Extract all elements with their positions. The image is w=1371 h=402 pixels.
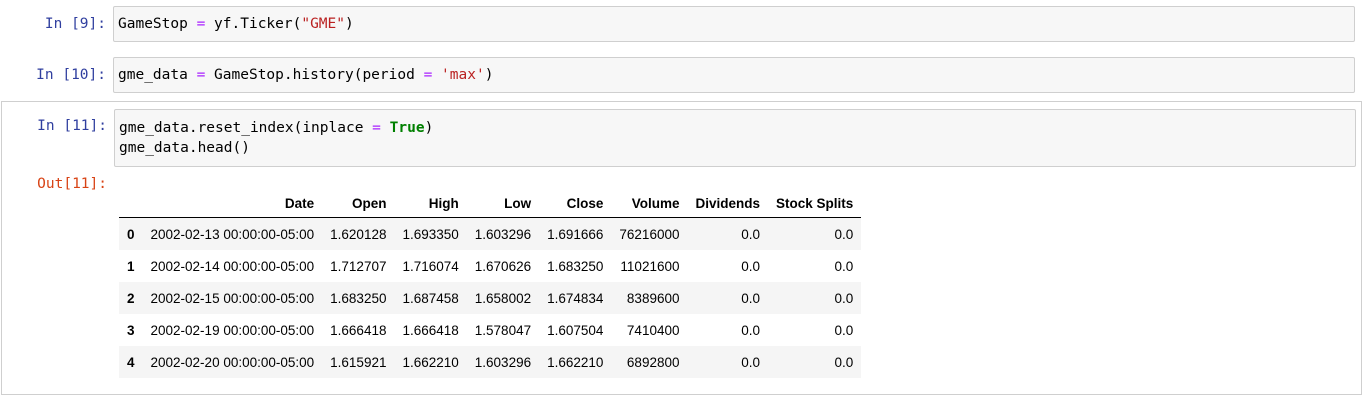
code-line: gme_data.reset_index(inplace = True) <box>119 114 1351 138</box>
code-operator: = <box>196 16 206 32</box>
table-row: 0 2002-02-13 00:00:00-05:00 1.620128 1.6933… <box>119 217 862 250</box>
dataframe-output: Date Open High Low Close Volume Dividend… <box>119 189 862 378</box>
table-row: 1 2002-02-14 00:00:00-05:00 1.712707 1.7160… <box>119 250 862 282</box>
table-cell: 1.662210 <box>547 354 604 370</box>
code-text: GameStop <box>118 16 197 32</box>
table-cell: 1.712707 <box>330 258 387 274</box>
table-cell: 1.691666 <box>547 226 604 242</box>
table-cell: 2002-02-19 00:00:00-05:00 <box>150 322 315 338</box>
row-index: 3 <box>127 322 135 338</box>
table-cell: 0.0 <box>834 258 854 274</box>
table-cell: 1.674834 <box>547 290 604 306</box>
table-cell: 7410400 <box>626 322 680 338</box>
table-cell: 1.607504 <box>547 322 604 338</box>
code-text <box>381 120 390 136</box>
table-cell: 1.620128 <box>330 226 387 242</box>
code-line: GameStop = yf.Ticker("GME") <box>118 11 1350 34</box>
table-row: 2 2002-02-15 00:00:00-05:00 1.683250 1.6874… <box>119 282 862 314</box>
table-cell: 0.0 <box>834 354 854 370</box>
column-header: Date <box>142 189 323 218</box>
table-cell: 11021600 <box>620 258 680 274</box>
table-cell: 1.662210 <box>402 354 459 370</box>
notebook-cell-9[interactable]: In [9]: GameStop = yf.Ticker("GME") <box>0 6 1371 44</box>
table-cell: 1.716074 <box>402 258 459 274</box>
column-header: Volume <box>611 189 688 218</box>
table-cell: 0.0 <box>741 290 760 306</box>
row-index: 0 <box>127 226 135 242</box>
table-cell: 1.603296 <box>474 354 532 370</box>
code-operator: = <box>423 67 433 83</box>
table-cell: 8389600 <box>626 290 680 306</box>
code-line: gme_data = GameStop.history(period = 'ma… <box>118 62 1350 85</box>
notebook-cell-11[interactable]: In [11]: gme_data.reset_index(inplace = … <box>1 101 1362 395</box>
column-header: Dividends <box>687 189 768 218</box>
table-cell: 1.693350 <box>402 226 459 242</box>
code-operator: = <box>372 120 381 136</box>
code-text: GameStop.history(period <box>205 67 424 83</box>
row-index: 1 <box>127 258 135 274</box>
table-row: 3 2002-02-19 00:00:00-05:00 1.666418 1.6664… <box>119 314 862 346</box>
table-cell: 1.615921 <box>330 354 387 370</box>
column-header: High <box>394 189 467 218</box>
table-cell: 6892800 <box>626 354 680 370</box>
code-text: yf.Ticker( <box>205 16 302 32</box>
table-cell: 1.666418 <box>402 322 459 338</box>
input-prompt: In [9]: <box>44 16 106 32</box>
column-header: Open <box>322 189 395 218</box>
table-cell: 1.683250 <box>330 290 387 306</box>
table-cell: 2002-02-14 00:00:00-05:00 <box>150 258 315 274</box>
code-text: gme_data.head() <box>119 140 250 156</box>
code-keyword: True <box>389 120 425 136</box>
code-input[interactable]: gme_data = GameStop.history(period = 'ma… <box>113 57 1355 93</box>
table-cell: 2002-02-15 00:00:00-05:00 <box>150 290 315 306</box>
column-header: Close <box>539 189 612 218</box>
table-cell: 1.578047 <box>474 322 532 338</box>
table-cell: 2002-02-13 00:00:00-05:00 <box>150 226 315 242</box>
table-cell: 1.687458 <box>402 290 459 306</box>
table-cell: 2002-02-20 00:00:00-05:00 <box>150 354 315 370</box>
table-cell: 0.0 <box>834 322 854 338</box>
row-index: 2 <box>127 290 135 306</box>
code-string: "GME" <box>301 16 345 32</box>
code-text: ) <box>345 16 354 32</box>
table-header-row: Date Open High Low Close Volume Dividend… <box>119 189 862 218</box>
input-prompt: In [11]: <box>37 118 107 134</box>
table-cell: 0.0 <box>834 290 854 306</box>
code-text: gme_data <box>118 67 197 83</box>
input-prompt: In [10]: <box>36 67 106 83</box>
table-cell: 0.0 <box>741 322 760 338</box>
table-row: 4 2002-02-20 00:00:00-05:00 1.615921 1.6622… <box>119 346 862 378</box>
code-text: ) <box>484 67 494 83</box>
row-index: 4 <box>127 354 135 370</box>
column-header: Low <box>466 189 540 218</box>
output-prompt: Out[11]: <box>37 176 107 192</box>
table-cell: 1.666418 <box>330 322 387 338</box>
code-text <box>432 67 441 83</box>
code-input[interactable]: gme_data.reset_index(inplace = True) gme… <box>114 109 1356 167</box>
code-line: gme_data.head() <box>119 138 1351 158</box>
code-text: gme_data.reset_index(inplace <box>119 120 373 136</box>
code-text: ) <box>424 120 434 136</box>
table-cell: 0.0 <box>741 258 760 274</box>
table-cell: 0.0 <box>741 354 760 370</box>
code-string: 'max' <box>441 67 485 83</box>
notebook-cell-10[interactable]: In [10]: gme_data = GameStop.history(per… <box>0 57 1371 95</box>
table-cell: 1.670626 <box>474 258 532 274</box>
table-cell: 1.603296 <box>474 226 532 242</box>
index-header <box>119 189 143 218</box>
code-operator: = <box>196 67 206 83</box>
table-cell: 0.0 <box>741 226 760 242</box>
code-input[interactable]: GameStop = yf.Ticker("GME") <box>113 6 1355 42</box>
table-cell: 76216000 <box>619 226 680 242</box>
column-header: Stock Splits <box>768 189 862 218</box>
table-cell: 0.0 <box>834 226 854 242</box>
table-cell: 1.683250 <box>547 258 604 274</box>
table-cell: 1.658002 <box>474 290 532 306</box>
